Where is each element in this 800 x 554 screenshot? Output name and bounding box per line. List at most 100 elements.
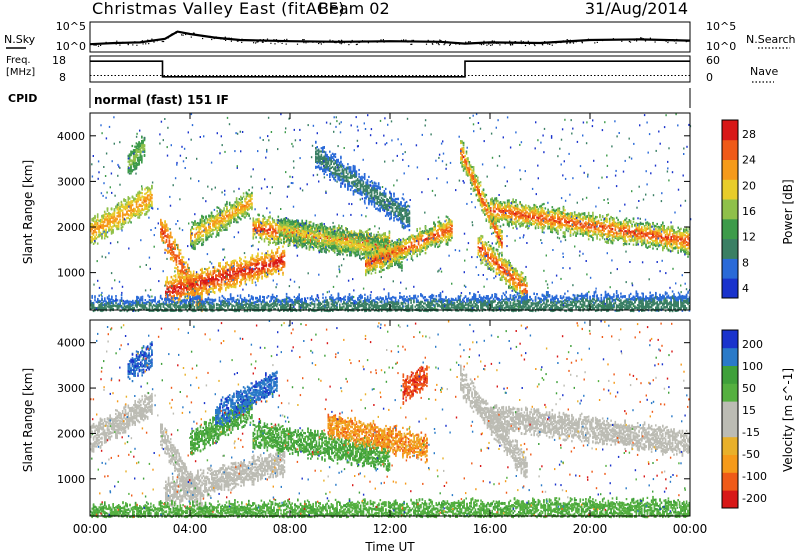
nsky-point [286,44,287,45]
power-cell [282,231,284,233]
power-cell [132,161,134,163]
power-cell [174,248,176,250]
power-cell [230,220,232,222]
power-cell [203,286,205,288]
power-cell [207,293,209,295]
nsky-point [509,41,510,42]
power-cell [169,240,171,242]
power-cell [190,240,192,242]
power-cell [100,234,102,236]
power-cell [125,214,127,216]
power-cell [166,224,168,226]
power-cell [208,288,210,290]
power-cell [268,220,270,222]
power-cell [232,285,234,287]
nsky-point [492,40,493,41]
power-cell [377,231,379,233]
power-cell [186,273,188,275]
power-cell [234,209,236,211]
power-cell [214,291,216,293]
power-cell [147,208,149,210]
power-cell [240,199,242,201]
power-cell [228,274,230,276]
power-cell [260,237,262,239]
power-cell [264,224,266,226]
nsky-point [527,43,528,44]
power-cell [181,267,183,269]
power-cell [132,152,134,154]
power-cell [128,203,130,205]
power-cell [282,256,284,258]
power-cell [278,273,280,275]
power-cell [141,205,143,207]
power-cell [105,225,107,227]
power-cell [241,213,243,215]
power-cell [197,284,199,286]
power-cell [281,256,283,258]
power-cell [257,227,259,229]
power-cell [208,273,210,275]
power-cell [201,225,203,227]
power-cell [130,167,132,169]
power-cell [238,274,240,276]
nsky-point [479,43,480,44]
power-cell [173,288,175,290]
power-cell [185,284,187,286]
power-cell [132,196,134,198]
power-cell [104,225,106,227]
power-cell [261,226,263,228]
power-cell [207,276,209,278]
power-cell [151,194,153,196]
power-cell [173,282,175,284]
nsky-point [549,44,550,45]
power-cell [143,196,145,198]
power-cell [239,212,241,214]
power-cell [214,229,216,231]
power-cell [226,215,228,217]
power-cell [169,242,171,244]
power-cell [211,287,213,289]
power-cell [224,271,226,273]
power-cell [178,283,180,285]
power-cell [280,219,282,221]
power-cell [180,271,182,273]
power-cell [198,234,200,236]
nsky-point [643,38,644,39]
power-cell [212,285,214,287]
power-cell [225,204,227,206]
power-cell [116,222,118,224]
power-cell [104,235,106,237]
power-cell [111,214,113,216]
power-cell [214,225,216,227]
power-cell [178,254,180,256]
power-cell [119,221,121,223]
power-cell [94,216,96,218]
power-cell [164,242,166,244]
power-cell [246,263,248,265]
power-cell [200,226,202,228]
power-cell [170,257,172,259]
power-cell [171,236,173,238]
power-cell [199,288,201,290]
power-cell [97,216,99,218]
power-cell [206,274,208,276]
power-cell [171,258,173,260]
power-cell [199,293,201,295]
power-cell [144,206,146,208]
power-cell [176,263,178,265]
power-cell [256,261,258,263]
power-cell [201,215,203,217]
power-cell [197,234,199,236]
power-cell [216,234,218,236]
power-cell [173,260,175,262]
power-cell [201,295,203,297]
nsky-point [352,40,353,41]
power-cell [334,250,336,252]
power-cell [112,214,114,216]
power-cell [214,284,216,286]
power-cell [283,235,285,237]
nsky-point [202,38,203,39]
power-cell [98,230,100,232]
power-cell [250,200,252,202]
power-cell [268,254,270,256]
